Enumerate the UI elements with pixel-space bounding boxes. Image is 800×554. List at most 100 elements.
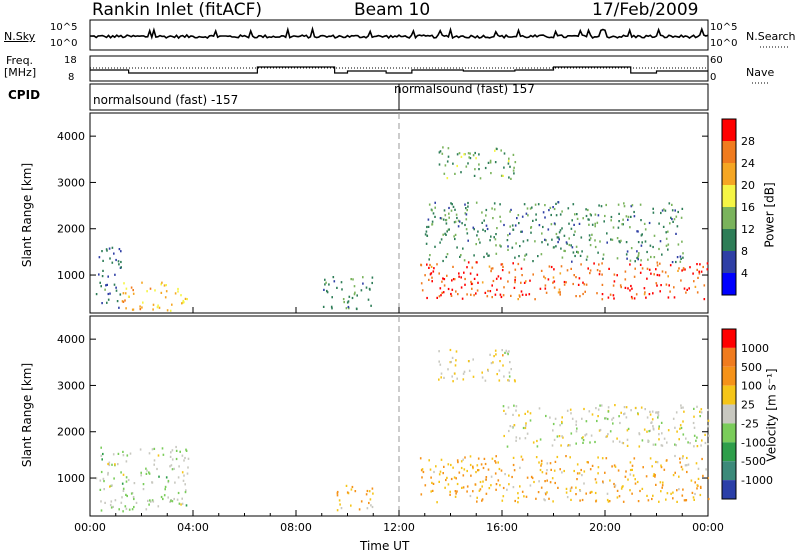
panel-1-cell xyxy=(165,290,168,293)
panel-2-cell xyxy=(488,487,491,490)
panel-2-cell xyxy=(589,441,591,444)
panel-2-cell xyxy=(508,483,510,486)
panel-2-cell xyxy=(132,496,135,499)
panel-1-cell xyxy=(640,259,642,262)
panel-2-cell xyxy=(140,474,142,477)
panel-2-cell xyxy=(614,484,617,487)
panel-2-cell xyxy=(513,404,515,407)
panel-2-cell xyxy=(120,501,123,504)
panel-1-cell xyxy=(457,219,460,222)
panel-1-cell xyxy=(587,208,589,212)
panel-2-cell xyxy=(512,413,514,416)
panel-2-cell xyxy=(508,429,510,433)
power-colorbar-segment xyxy=(722,229,736,251)
panel-2-cell xyxy=(589,468,592,471)
panel-1-cell xyxy=(568,237,570,240)
panel-1-cell xyxy=(491,284,493,287)
panel-1-cell xyxy=(601,262,603,265)
panel-2-cell xyxy=(684,464,687,467)
panel-1-cell xyxy=(571,260,573,263)
panel-1-cell xyxy=(351,296,354,300)
panel-1-cell xyxy=(598,273,601,276)
panel-2-cell xyxy=(443,376,445,379)
panel-1-cell xyxy=(537,203,540,206)
panel-2-cell xyxy=(696,405,698,408)
panel-1-cell xyxy=(182,299,185,303)
panel-1-cell xyxy=(514,281,516,284)
panel-2-cell xyxy=(175,457,178,461)
panel-1-cell xyxy=(582,217,584,220)
panel-1-cell xyxy=(537,255,539,258)
panel-2-cell xyxy=(153,463,155,466)
panel-1-cell xyxy=(559,213,562,216)
panel-2-cell xyxy=(700,486,702,489)
panel-2-cell xyxy=(613,464,616,467)
panel-2-cell xyxy=(122,487,125,490)
panel-1-cell xyxy=(491,267,494,270)
panel-1-cell xyxy=(121,300,124,303)
panel-1-cell xyxy=(547,243,549,246)
panel-1-cell xyxy=(630,284,632,288)
panel-2-cell xyxy=(113,477,115,480)
panel-2-cell xyxy=(185,448,187,451)
panel-2-cell xyxy=(600,404,603,407)
panel-1-cell xyxy=(446,160,449,163)
panel-1-cell xyxy=(513,286,516,289)
panel-2-cell xyxy=(169,455,172,458)
panel-1-cell xyxy=(681,240,683,243)
panel-2-cell xyxy=(707,419,710,422)
velocity-colorbar-segment xyxy=(722,442,736,462)
panel-1-cell xyxy=(620,286,622,289)
panel-1-cell xyxy=(447,155,450,158)
panel-1-cell xyxy=(186,298,188,301)
panel-1-cell xyxy=(443,172,446,175)
panel-2-cell xyxy=(431,489,434,492)
panel-2-cell xyxy=(487,369,489,372)
panel-1-cell xyxy=(444,214,447,217)
noise-right-tick-top: 10^5 xyxy=(710,22,738,33)
panel-1-cell xyxy=(431,223,433,226)
panel-1-cell xyxy=(486,295,489,298)
panel-2-cell xyxy=(170,499,172,502)
panel-1-cell xyxy=(557,236,560,239)
panel-1-cell xyxy=(555,214,558,217)
panel-1-cell xyxy=(553,246,555,249)
panel-1-cell xyxy=(487,289,489,293)
panel-2-cell xyxy=(507,353,509,356)
panel-2-cell xyxy=(643,428,646,431)
panel-1-cell xyxy=(601,298,604,301)
panel-2-cell xyxy=(604,471,606,474)
panel-2-cell xyxy=(456,459,459,462)
panel-1-cell xyxy=(534,203,537,206)
panel-2-cell xyxy=(467,360,470,363)
panel-2-cell xyxy=(477,457,480,460)
panel-1-cell xyxy=(669,264,672,267)
panel-2-cell xyxy=(569,456,571,459)
panel-2-cell xyxy=(133,505,135,509)
panel-1-cell xyxy=(544,277,547,280)
panel-2-cell xyxy=(460,460,463,463)
panel-1-cell xyxy=(177,290,179,293)
panel-2-cell xyxy=(639,489,641,493)
panel-2-cell xyxy=(700,411,703,414)
panel-2-cell xyxy=(368,490,371,493)
panel-1-cell xyxy=(331,296,333,299)
panel-1-cell xyxy=(509,165,511,168)
panel-1-cell xyxy=(555,202,557,205)
panel-1-cell xyxy=(629,259,632,262)
panel-1-cell xyxy=(631,287,633,290)
panel-2-cell xyxy=(469,494,472,498)
panel-1-cell xyxy=(646,267,649,270)
panel-1-cell xyxy=(626,257,628,260)
panel-1-cell xyxy=(544,204,546,207)
panel-1-cell xyxy=(646,250,648,254)
panel-2-cell xyxy=(474,483,477,486)
panel-2-cell xyxy=(476,464,479,467)
panel-2-cell xyxy=(581,498,584,502)
panel-1-cell xyxy=(476,261,478,264)
panel-1-cell xyxy=(347,305,350,309)
panel-1-cell xyxy=(493,208,496,211)
panel-2-cell xyxy=(187,466,189,469)
panel-1-cell xyxy=(109,292,111,295)
panel-1-cell xyxy=(105,284,107,287)
